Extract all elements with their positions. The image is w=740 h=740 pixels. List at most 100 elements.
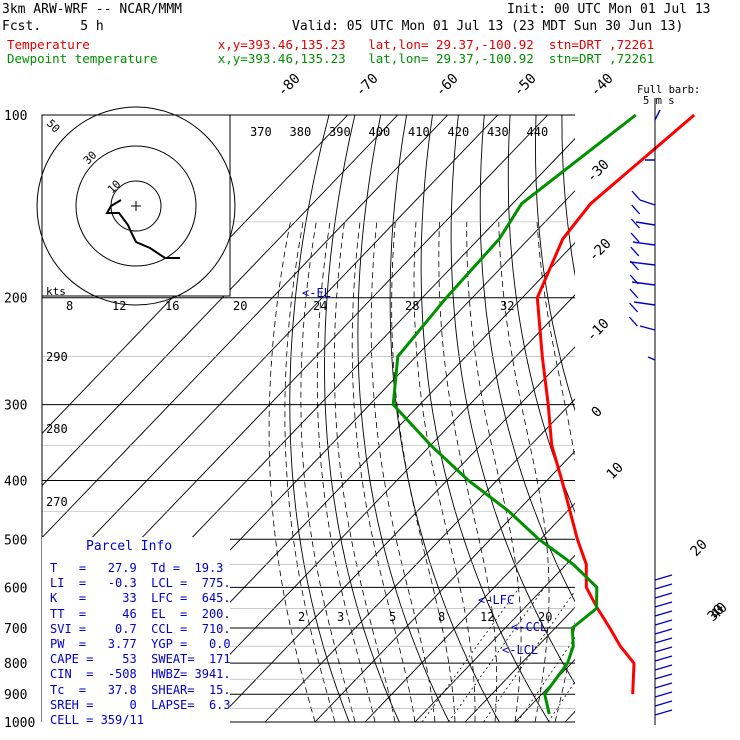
temperature-label: -60 <box>433 71 462 100</box>
hodograph-unit: kts <box>46 285 66 298</box>
wind-barbs-upper <box>629 109 661 361</box>
pressure-label: 400 <box>4 474 27 489</box>
mixing-ratio-line <box>547 680 575 722</box>
dry-adiabat <box>479 115 575 603</box>
moist-adiabat <box>284 221 336 722</box>
parcel-info-row: PW = 3.77 YGP = 0.0 <box>50 637 231 652</box>
temperature-label: 0 <box>589 404 606 421</box>
parcel-info-row: SVI = 0.7 CCL = 710. <box>50 621 231 636</box>
valid-time: Valid: 05 UTC Mon 01 Jul 13 (23 MDT Sun … <box>292 19 684 34</box>
wind-barb-lower <box>654 709 673 716</box>
theta-label: 370 <box>250 125 272 139</box>
moist-adiabat <box>413 221 476 722</box>
wind-barb-lower <box>654 691 673 698</box>
wind-barb-lower <box>654 601 673 608</box>
hodograph-ring <box>75 145 197 267</box>
temperature-label: 20 <box>688 537 711 560</box>
pressure-label: 200 <box>4 292 27 307</box>
isotherm <box>665 115 740 722</box>
theta-label: 400 <box>369 125 391 139</box>
hodograph-speed-label: 8 <box>66 299 73 313</box>
wind-barb-flag <box>630 218 640 229</box>
wind-barb-lower <box>654 610 673 617</box>
isotherm <box>42 115 349 435</box>
temperature-label: -80 <box>275 71 304 100</box>
temperature-legend: Temperature x,y=393.46,135.23 lat,lon= 2… <box>7 37 655 52</box>
isotherm <box>615 115 740 722</box>
pressure-label: 500 <box>4 533 27 548</box>
mixing-ratio-label: 2 <box>298 610 305 624</box>
parcel-info-row: CELL = 359/11 <box>50 713 144 728</box>
isotherm <box>364 502 575 722</box>
wind-scale-label: Full barb: <box>637 84 700 96</box>
parcel-info-title: Parcel Info <box>86 539 173 554</box>
pressure-label: 600 <box>4 581 27 596</box>
wind-barb-lower <box>654 655 673 662</box>
isotherm <box>314 450 575 722</box>
hodograph-speed-label: 12 <box>112 299 126 313</box>
isotherm <box>414 554 575 722</box>
temperature-label: -30 <box>584 157 613 186</box>
theta-label: 440 <box>527 125 549 139</box>
pressure-label: 800 <box>4 657 27 672</box>
mixing-ratio-label: 8 <box>438 610 445 624</box>
parcel-info-panel: Parcel Info T = 27.9 Td = 19.3 LI = -0.3 … <box>42 537 231 729</box>
mixing-ratio-line <box>448 587 545 722</box>
isotherm <box>42 115 449 539</box>
temperature-label: -50 <box>511 71 540 100</box>
wind-barb-flag <box>629 302 639 313</box>
dewpoint-profile <box>391 113 637 715</box>
temperature-profile <box>535 113 696 695</box>
wind-barb-lower <box>654 628 673 635</box>
wind-barb-lower <box>654 682 673 689</box>
wind-barb-lower <box>654 700 673 707</box>
mixing-ratio-label: 3 <box>337 610 344 624</box>
moist-adiabat <box>391 221 456 722</box>
wind-barb-lower <box>654 592 673 599</box>
wind-barb-flag <box>628 316 638 327</box>
wind-barb-flag <box>629 288 639 299</box>
theta-label: 410 <box>408 125 430 139</box>
theta-left-label: 290 <box>46 350 68 364</box>
temperature-label: -40 <box>588 71 617 100</box>
mixing-ratio-label: 20 <box>538 610 552 624</box>
moist-adiabat <box>334 221 396 722</box>
hodograph-speed-label: 32 <box>500 299 514 313</box>
hodograph-trace <box>105 199 180 259</box>
wind-barb-flag <box>630 232 640 243</box>
moist-adiabat <box>316 221 376 722</box>
isotherm <box>564 710 575 722</box>
temperature-label: 10 <box>604 460 627 483</box>
parcel-info-row: CAPE = 53 SWEAT= 171 <box>50 652 231 667</box>
wind-barb-flag <box>630 260 639 271</box>
dry-adiabat <box>357 115 450 722</box>
parcel-info-row: SREH = 0 LAPSE= 6.3 <box>50 697 231 712</box>
hodograph-speed-label: 20 <box>233 299 247 313</box>
wind-barb-lower <box>654 637 673 644</box>
wind-barb-lower <box>654 673 673 680</box>
wind-barb-flag <box>630 246 640 257</box>
mixing-ratio-label: 5 <box>389 610 396 624</box>
pressure-label: 1000 <box>4 716 35 731</box>
isotherm <box>164 294 575 722</box>
temperature-label: -10 <box>584 316 613 345</box>
mixing-ratio-line <box>421 587 520 722</box>
wind-barb-lower <box>654 583 673 590</box>
temperature-label: -20 <box>586 236 615 265</box>
theta-label: 390 <box>329 125 351 139</box>
moist-adiabat <box>466 221 522 722</box>
parcel-info-row: CIN = -508 HWBZ= 3941. <box>50 667 231 682</box>
wind-barb-lower <box>654 646 673 653</box>
moist-adiabat <box>438 221 498 722</box>
dry-adiabat <box>691 115 740 722</box>
dewpoint-legend: Dewpoint temperature x,y=393.46,135.23 l… <box>7 51 655 66</box>
hodograph-speed-label: 24 <box>313 299 327 313</box>
isotherm <box>42 115 399 487</box>
parcel-info-row: TT = 46 EL = 200. <box>50 606 231 621</box>
parcel-info-row: K = 33 LFC = 645. <box>50 591 231 606</box>
forecast-hour: Fcst. 5 h <box>2 19 104 34</box>
pressure-label: 300 <box>4 399 27 414</box>
pressure-label: 700 <box>4 622 27 637</box>
moist-adiabat <box>300 221 356 722</box>
